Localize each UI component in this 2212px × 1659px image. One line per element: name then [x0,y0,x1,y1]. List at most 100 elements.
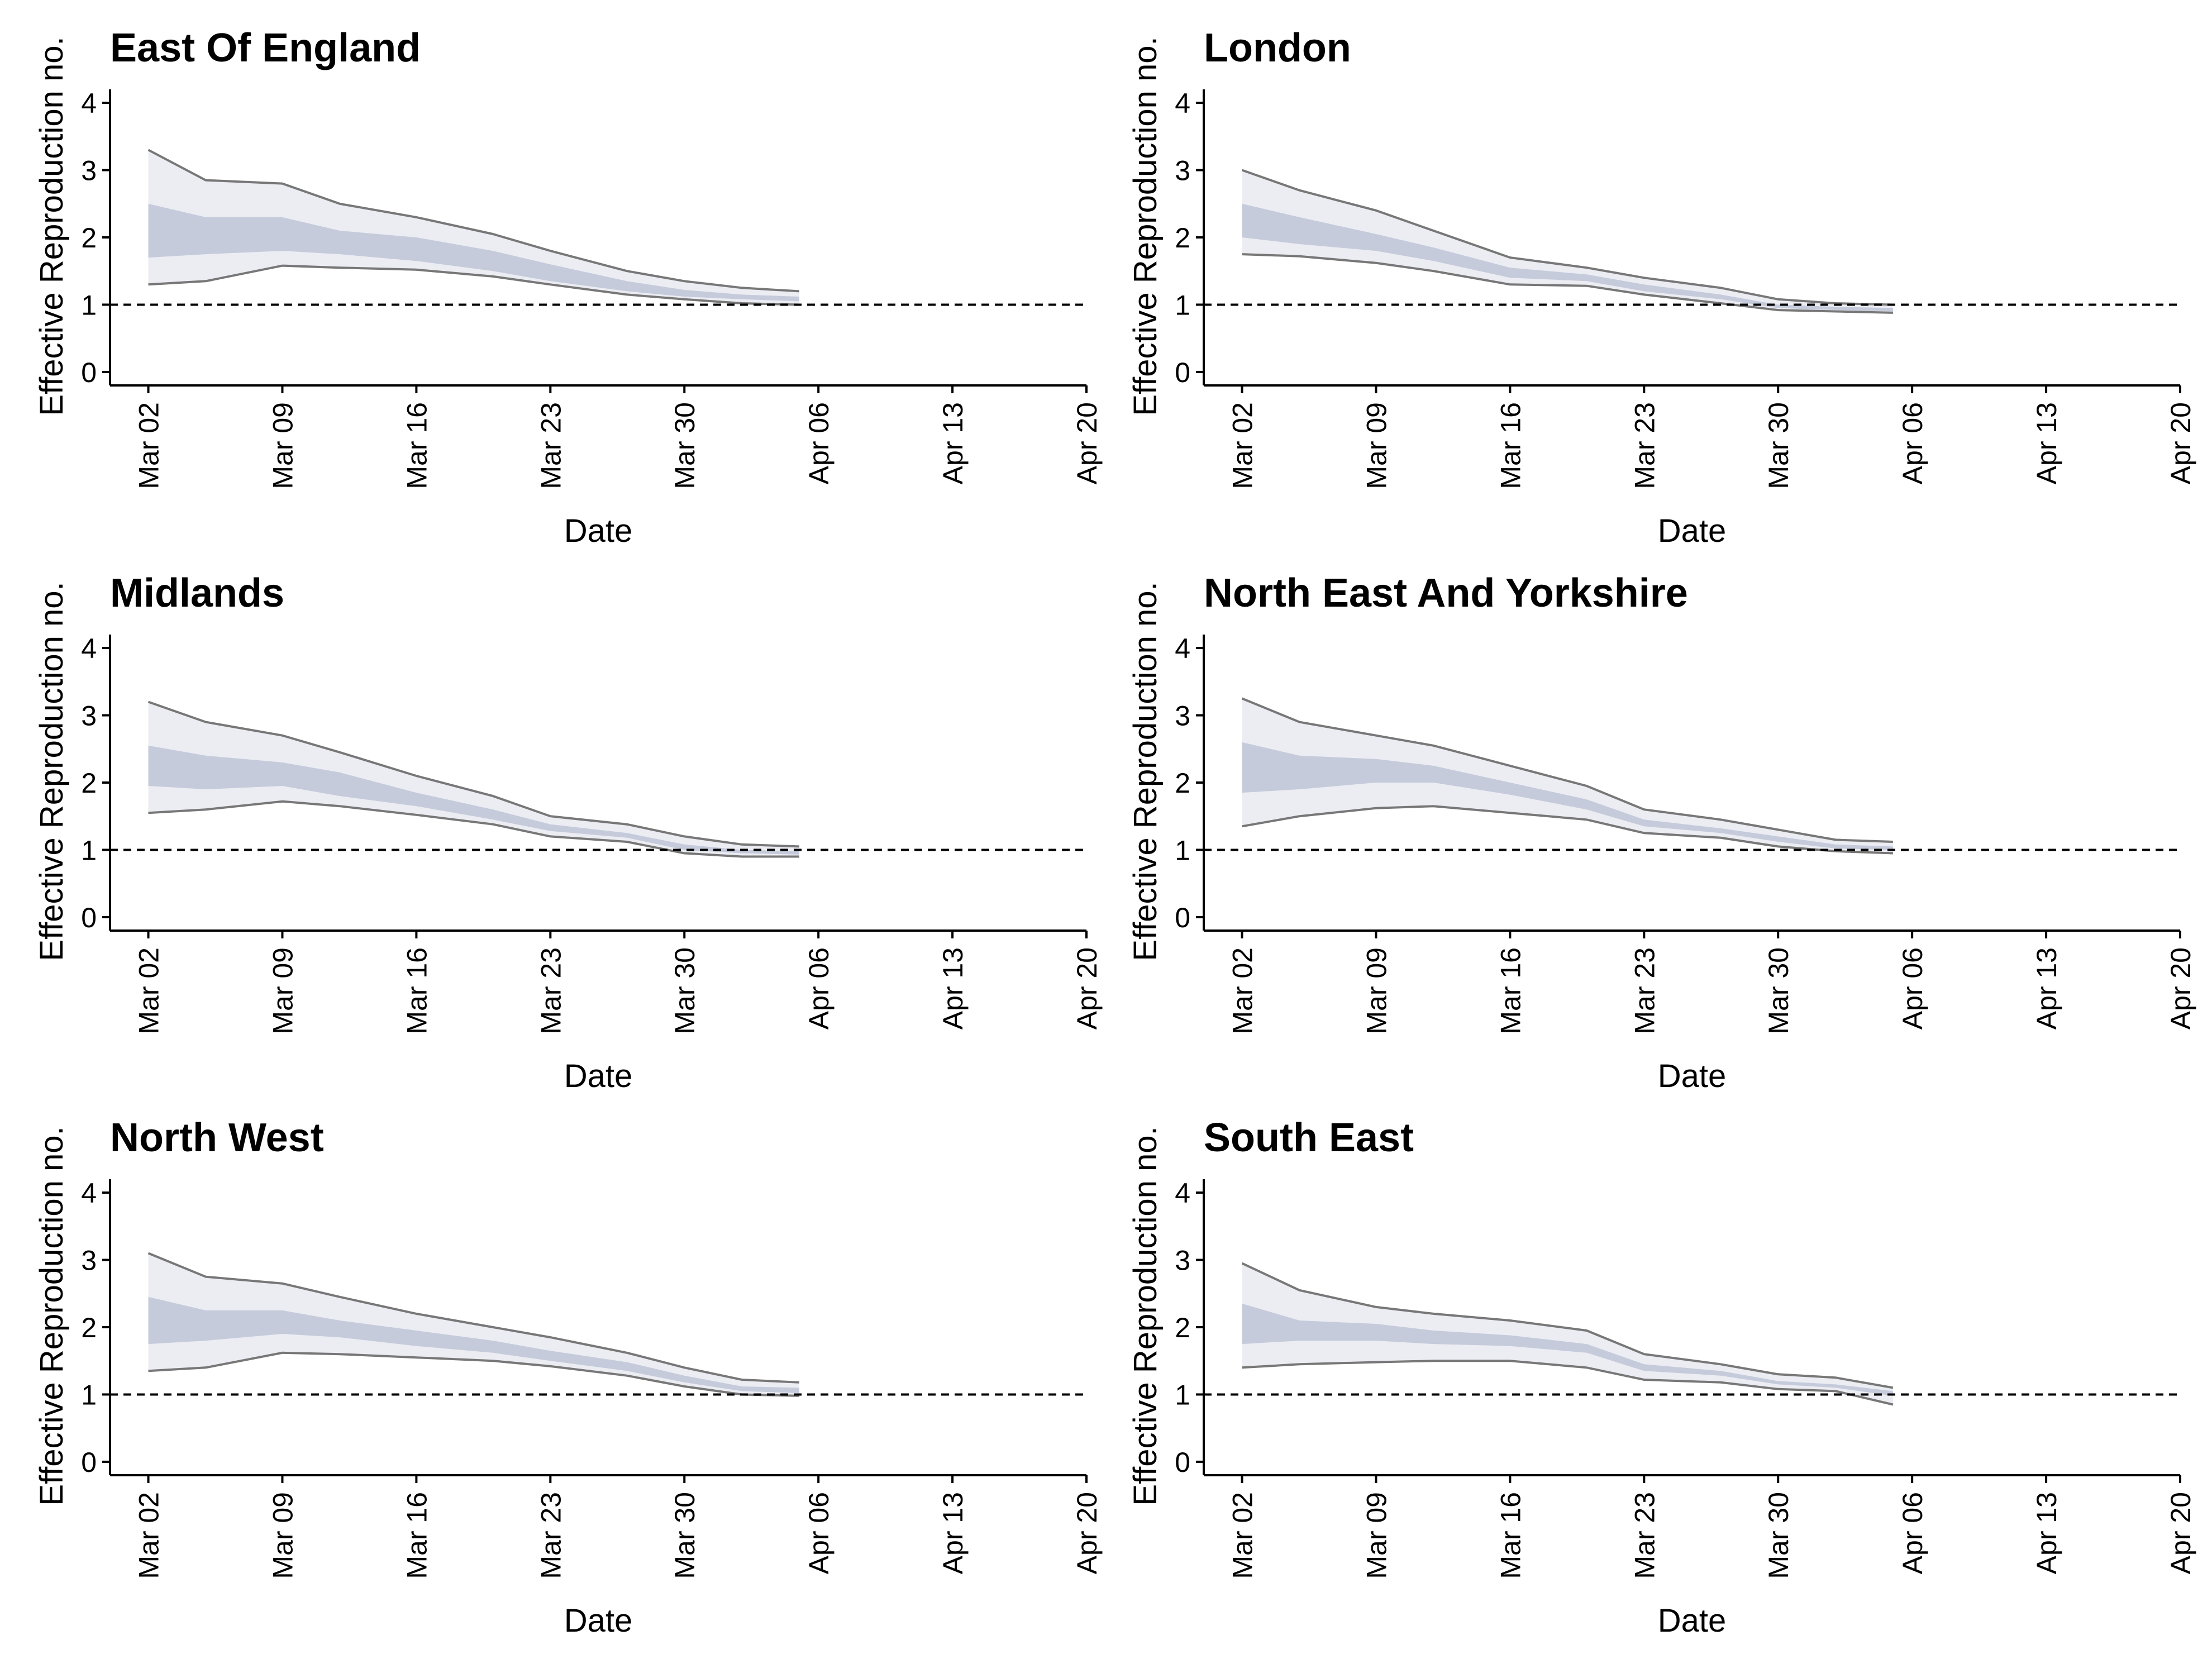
y-tick-label: 1 [1175,835,1190,866]
x-tick-label: Mar 30 [669,402,700,489]
x-tick-label: Apr 20 [2165,1492,2196,1574]
y-axis-label: Effective Reproduction no. [34,1126,70,1505]
x-tick-label: Mar 09 [1361,947,1393,1035]
lower-bound-line [1242,1360,1894,1406]
y-tick-label: 1 [81,289,97,321]
y-tick-label: 3 [81,155,97,187]
y-tick-label: 4 [1175,88,1190,119]
panel-title: Midlands [110,571,284,616]
panel-3: 0 1 2 3 4 Mar 02 Mar 09 Mar 16 Mar 23 Mar 30 Apr 0… [34,571,1103,1094]
x-tick-label: Mar 02 [134,402,165,489]
panel-title: North West [110,1115,324,1160]
y-tick-label: 1 [1175,289,1190,321]
y-axis-label: Effective Reproduction no. [1127,36,1164,416]
upper-bound-line [1241,169,1893,306]
outer-band [1242,1263,1893,1405]
x-tick-label: Mar 09 [268,1492,299,1579]
x-tick-label: Mar 16 [401,402,432,489]
x-tick-label: Apr 20 [2165,947,2196,1029]
y-axis-label: Effective Reproduction no. [1127,1126,1164,1505]
panel-1: 0 1 2 3 4 Mar 02 Mar 09 Mar 16 Mar 23 Mar 30 Apr 0… [34,26,1103,549]
y-axis-label: Effective Reproduction no. [34,36,70,416]
x-tick-label: Mar 02 [1227,402,1258,489]
x-tick-label: Apr 13 [937,1492,969,1574]
x-tick-label: Mar 30 [669,947,700,1035]
x-tick-label: Apr 20 [2165,402,2196,484]
y-tick-label: 0 [81,1447,97,1478]
upper-bound-line [1241,1262,1894,1389]
inner-band [148,745,799,855]
x-tick-label: Apr 13 [937,947,969,1029]
panel-4: 0 1 2 3 4 Mar 02 Mar 09 Mar 16 Mar 23 Mar 30 Apr 0… [1127,571,2196,1094]
upper-bound-line [147,149,800,293]
lower-bound-line [1242,805,1893,855]
x-tick-label: Mar 23 [535,947,566,1035]
x-tick-label: Apr 06 [1897,947,1928,1029]
x-tick-label: Mar 30 [1763,947,1794,1035]
x-tick-label: Mar 30 [1763,402,1794,489]
y-tick-label: 0 [1175,357,1190,388]
x-tick-label: Mar 23 [1629,1492,1660,1579]
upper-bound-line [1241,697,1893,843]
x-tick-label: Mar 09 [1361,1492,1393,1579]
panel-title: South East [1204,1115,1414,1160]
x-tick-label: Apr 13 [2031,947,2062,1029]
lower-bound-line [148,264,799,306]
x-axis-label: Date [564,513,633,549]
y-tick-label: 1 [1175,1379,1190,1410]
y-tick-label: 4 [1175,633,1190,664]
x-tick-label: Apr 06 [803,947,835,1029]
upper-bound-line [147,700,799,848]
y-tick-label: 2 [81,222,97,254]
y-tick-label: 3 [1175,1245,1190,1276]
x-tick-label: Mar 23 [1629,402,1660,489]
x-axis-label: Date [564,1058,633,1094]
y-tick-label: 3 [1175,155,1190,187]
y-tick-label: 4 [81,1177,97,1209]
inner-band [148,1296,799,1393]
y-tick-label: 0 [81,357,97,388]
x-tick-label: Mar 02 [134,1492,165,1579]
x-tick-label: Apr 06 [803,1492,835,1574]
x-tick-label: Mar 30 [1763,1492,1794,1579]
x-tick-label: Mar 02 [1227,1492,1258,1579]
upper-bound-line [147,1252,799,1384]
x-axis-label: Date [1658,1603,1727,1639]
x-tick-label: Mar 02 [134,947,165,1035]
x-tick-label: Mar 16 [401,947,432,1035]
y-tick-label: 4 [81,88,97,119]
y-tick-label: 2 [81,767,97,799]
lower-bound-line [1242,253,1893,314]
x-axis-label: Date [1658,513,1727,549]
x-axis-label: Date [564,1603,633,1639]
y-tick-label: 3 [1175,700,1190,732]
y-tick-label: 1 [81,1379,97,1410]
x-tick-label: Apr 13 [937,402,969,484]
panel-6: 0 1 2 3 4 Mar 02 Mar 09 Mar 16 Mar 23 Mar 30 Apr 0… [1127,1115,2196,1639]
y-tick-label: 1 [81,835,97,866]
x-tick-label: Mar 30 [669,1492,700,1579]
y-axis-label: Effective Reproduction no. [34,581,70,961]
x-tick-label: Mar 23 [535,402,566,489]
inner-band [1242,1303,1893,1396]
y-tick-label: 4 [81,633,97,664]
panel-title: East Of England [110,26,421,70]
inner-band [1242,742,1893,850]
x-tick-label: Mar 23 [535,1492,566,1579]
inner-band [148,203,799,302]
x-tick-label: Apr 13 [2031,402,2062,484]
x-tick-label: Mar 23 [1629,947,1660,1035]
y-tick-label: 0 [81,902,97,933]
x-tick-label: Mar 16 [1495,1492,1526,1579]
y-tick-label: 3 [81,1245,97,1276]
panel-5: 0 1 2 3 4 Mar 02 Mar 09 Mar 16 Mar 23 Mar 30 Apr 0… [34,1115,1103,1639]
x-tick-label: Apr 20 [1071,947,1103,1029]
y-tick-label: 2 [81,1312,97,1343]
x-tick-label: Apr 20 [1071,1492,1103,1574]
lower-bound-line [148,1351,799,1397]
lower-bound-line [148,800,799,858]
x-tick-label: Apr 20 [1071,402,1103,484]
x-tick-label: Mar 16 [401,1492,432,1579]
y-tick-label: 2 [1175,222,1190,254]
